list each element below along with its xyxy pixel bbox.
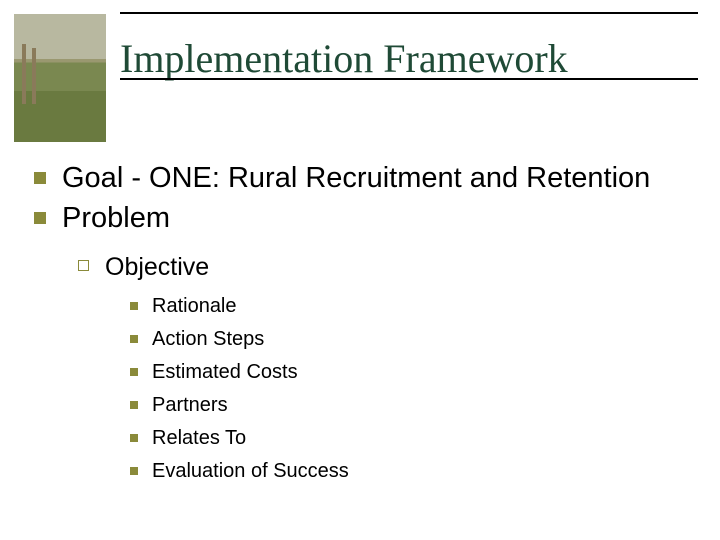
bullet-text: Evaluation of Success	[152, 458, 349, 485]
bullet-level1-item: Goal - ONE: Rural Recruitment and Retent…	[34, 160, 690, 196]
square-bullet-icon	[130, 335, 138, 343]
slide-title: Implementation Framework	[120, 35, 568, 92]
square-bullet-icon	[130, 401, 138, 409]
bullet-text: Problem	[62, 200, 170, 236]
slide: Implementation Framework Goal - ONE: Rur…	[0, 0, 720, 540]
bullet-level3-item: Relates To	[130, 425, 690, 452]
header-image	[14, 14, 106, 142]
bullet-text: Relates To	[152, 425, 246, 452]
bullet-text: Action Steps	[152, 326, 264, 353]
bullet-text: Partners	[152, 392, 228, 419]
bullet-level3-item: Rationale	[130, 293, 690, 320]
bullet-text: Estimated Costs	[152, 359, 298, 386]
square-bullet-icon	[130, 467, 138, 475]
bullet-level2-item: Objective	[78, 251, 690, 284]
square-bullet-icon	[130, 368, 138, 376]
bullet-level3-item: Partners	[130, 392, 690, 419]
hollow-square-bullet-icon	[78, 260, 89, 271]
bullet-level3-item: Estimated Costs	[130, 359, 690, 386]
square-bullet-icon	[34, 172, 46, 184]
bullet-text: Rationale	[152, 293, 237, 320]
bullet-text: Goal - ONE: Rural Recruitment and Retent…	[62, 160, 650, 196]
slide-body: Goal - ONE: Rural Recruitment and Retent…	[34, 160, 690, 491]
title-bottom-rule	[120, 78, 698, 80]
square-bullet-icon	[34, 212, 46, 224]
square-bullet-icon	[130, 434, 138, 442]
bullet-level1-item: Problem	[34, 200, 690, 236]
bullet-level3-list: Rationale Action Steps Estimated Costs P…	[130, 293, 690, 485]
square-bullet-icon	[130, 302, 138, 310]
bullet-level3-item: Action Steps	[130, 326, 690, 353]
bullet-text: Objective	[105, 251, 209, 284]
bullet-level3-item: Evaluation of Success	[130, 458, 690, 485]
